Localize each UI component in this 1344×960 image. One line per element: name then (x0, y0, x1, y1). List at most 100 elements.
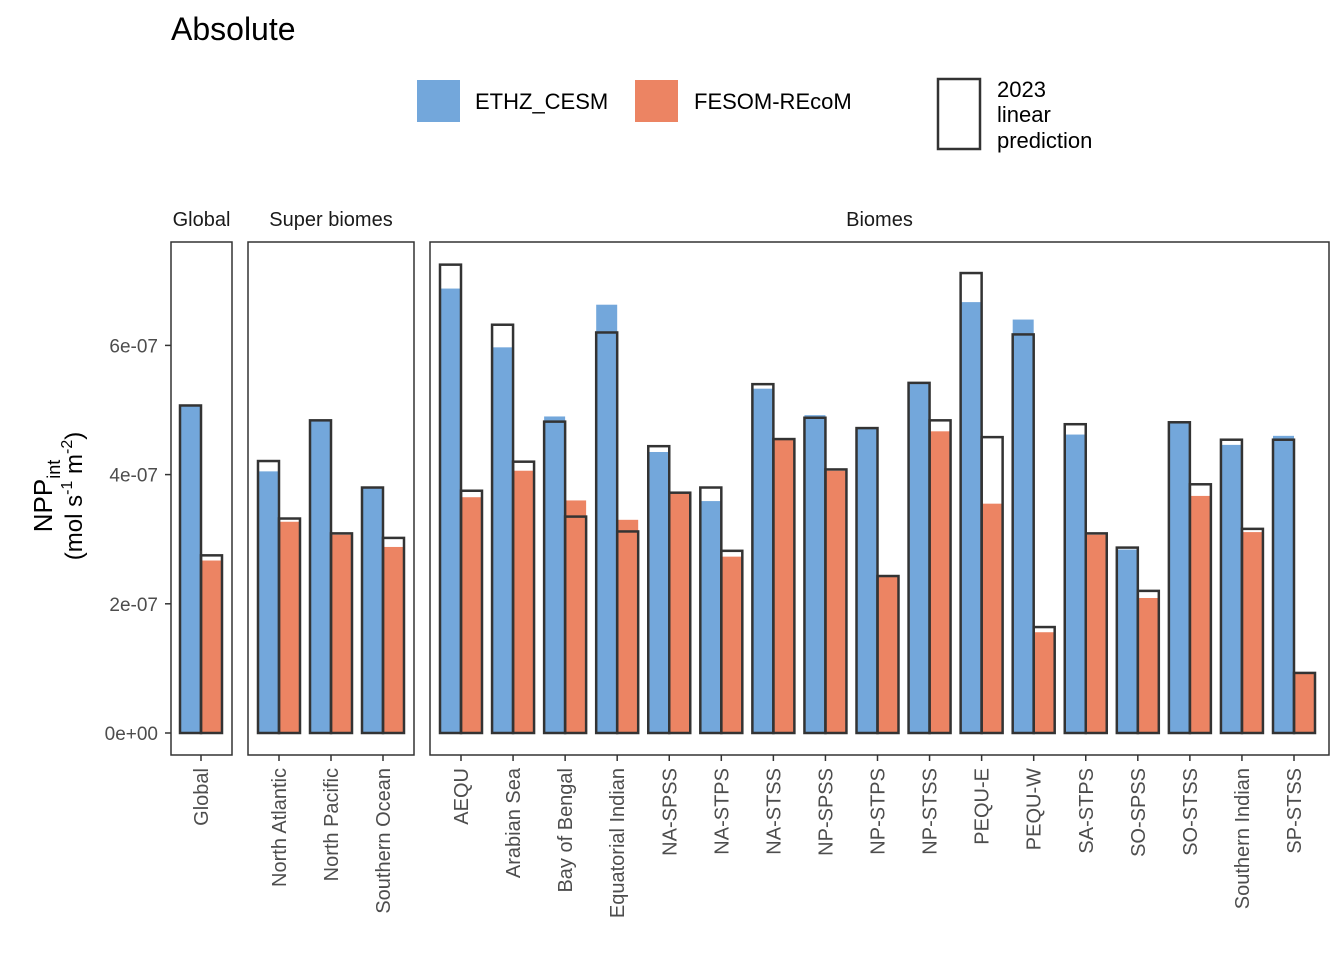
bar-fesom-recom (617, 519, 639, 733)
x-tick-label: SO-STSS (1180, 768, 1202, 856)
legend: ETHZ_CESM FESOM-REcoM 2023 linear predic… (417, 77, 1092, 153)
category-na-stps: NA-STPS (699, 486, 744, 855)
bar-fesom-recom (825, 470, 847, 733)
bar-fesom-recom (279, 521, 300, 733)
panel-title-biomes: Biomes (846, 209, 913, 231)
y-tick-label-3: 6e-07 (109, 336, 158, 357)
prediction-outline-fesom-recom (381, 536, 406, 735)
bar-ethz-cesm (1012, 319, 1034, 733)
category-sp-stss: SP-STSS (1271, 435, 1317, 854)
y-axis-title: NPPint (mol s-1 m-2) (28, 432, 88, 560)
bar-fesom-recom (565, 500, 587, 733)
prediction-outline-fesom-recom (277, 517, 302, 735)
bar-fesom-recom (721, 556, 743, 733)
prediction-outline-fesom-recom (772, 437, 796, 735)
x-tick-label: Southern Ocean (373, 768, 395, 914)
bar-ethz-cesm (1273, 435, 1294, 733)
panel-biomes: Biomes AEQU Arabian Sea Bay of Bengal Equato… (429, 209, 1330, 918)
prediction-outline-ethz-cesm (1011, 333, 1035, 735)
prediction-outline-fesom-recom (1136, 589, 1161, 735)
legend-swatch-fesom-recom (635, 80, 678, 122)
category-pequ-w: PEQU-W (1011, 319, 1056, 850)
category-southern-indian: Southern Indian (1219, 438, 1265, 909)
category-so-stss: SO-STSS (1167, 421, 1213, 856)
bar-ethz-cesm (1116, 549, 1138, 733)
prediction-outline-fesom-recom (720, 549, 744, 735)
category-north-atlantic: North Atlantic (256, 459, 302, 887)
bar-ethz-cesm (1220, 444, 1242, 733)
category-pequ-e: PEQU-E (959, 271, 1004, 845)
legend-swatch-ethz-cesm (417, 80, 460, 122)
bar-ethz-cesm (752, 388, 774, 733)
bar-ethz-cesm (960, 302, 982, 733)
x-tick-label: NP-SPSS (815, 768, 837, 856)
y-axis-label: NPPint (28, 460, 64, 532)
x-tick-label: NA-STSS (763, 768, 785, 855)
bar-ethz-cesm (180, 405, 201, 733)
category-so-spss: SO-SPSS (1115, 546, 1161, 857)
prediction-outline-fesom-recom (511, 460, 536, 735)
x-tick-label: North Atlantic (269, 768, 291, 887)
bar-fesom-recom (383, 546, 404, 733)
bar-fesom-recom (1033, 632, 1055, 733)
bar-fesom-recom (331, 534, 352, 733)
bar-fesom-recom (1241, 532, 1263, 733)
legend-swatch-prediction (936, 77, 982, 151)
bar-ethz-cesm (440, 288, 461, 733)
bar-fesom-recom (1137, 597, 1159, 733)
bar-ethz-cesm (804, 415, 826, 733)
prediction-outline-fesom-recom (459, 489, 484, 735)
bar-ethz-cesm (700, 501, 722, 733)
x-tick-label: Arabian Sea (503, 767, 525, 878)
bar-ethz-cesm (596, 304, 618, 733)
y-axis: 0e+00 2e-07 4e-07 6e-07 (105, 336, 171, 745)
category-arabian-sea: Arabian Sea (490, 323, 536, 878)
category-np-stss: NP-STSS (907, 381, 952, 855)
x-tick-label: Equatorial Indian (607, 768, 629, 918)
bar-ethz-cesm (310, 420, 331, 733)
bar-ethz-cesm (856, 428, 878, 733)
x-tick-label: PEQU-W (1024, 768, 1046, 850)
panel-global: Global Global (170, 209, 233, 826)
prediction-outline-fesom-recom (980, 435, 1004, 735)
chart-title: Absolute (171, 11, 296, 47)
category-global: Global (178, 404, 224, 826)
prediction-outline-fesom-recom (824, 468, 848, 735)
bar-ethz-cesm (362, 487, 383, 733)
y-tick-label-0: 0e+00 (105, 724, 158, 745)
prediction-outline-fesom-recom (1032, 625, 1056, 735)
x-tick-label: SP-STSS (1284, 768, 1306, 854)
prediction-outline-ethz-cesm (1271, 438, 1296, 735)
x-tick-label: SA-STPS (1076, 768, 1098, 854)
panel-border (429, 241, 1330, 756)
category-na-spss: NA-SPSS (647, 444, 692, 856)
bar-ethz-cesm (648, 451, 670, 733)
x-tick-label: PEQU-E (972, 768, 994, 845)
y-tick-label-1: 2e-07 (109, 595, 158, 616)
legend-label-prediction-line2: linear (997, 102, 1051, 127)
bar-ethz-cesm (492, 347, 514, 733)
x-tick-label: Bay of Bengal (555, 768, 577, 893)
panels: Global Global Super biomes North Atlantic No… (170, 209, 1330, 918)
category-bay-of-bengal: Bay of Bengal (542, 416, 588, 893)
category-southern-ocean: Southern Ocean (360, 486, 406, 914)
panel-super-biomes: Super biomes North Atlantic North Pacific S… (247, 209, 415, 914)
x-tick-label: Southern Indian (1232, 768, 1254, 909)
category-aequ: AEQU (438, 263, 484, 825)
y-tick-label-2: 4e-07 (109, 466, 158, 487)
panel-title-global: Global (173, 209, 231, 231)
panel-title-super-biomes: Super biomes (269, 209, 392, 231)
prediction-outline-fesom-recom (329, 532, 354, 735)
bar-fesom-recom (669, 493, 691, 733)
bar-fesom-recom (513, 470, 535, 733)
x-tick-label: NA-STPS (711, 768, 733, 855)
category-na-stss: NA-STSS (751, 382, 796, 855)
bar-fesom-recom (877, 576, 899, 733)
bar-fesom-recom (929, 431, 951, 733)
prediction-outline-fesom-recom (1188, 483, 1213, 735)
category-sa-stps: SA-STPS (1063, 422, 1108, 854)
prediction-outline-fesom-recom (1084, 532, 1108, 735)
bar-ethz-cesm (1064, 434, 1086, 733)
bar-fesom-recom (1294, 672, 1315, 733)
